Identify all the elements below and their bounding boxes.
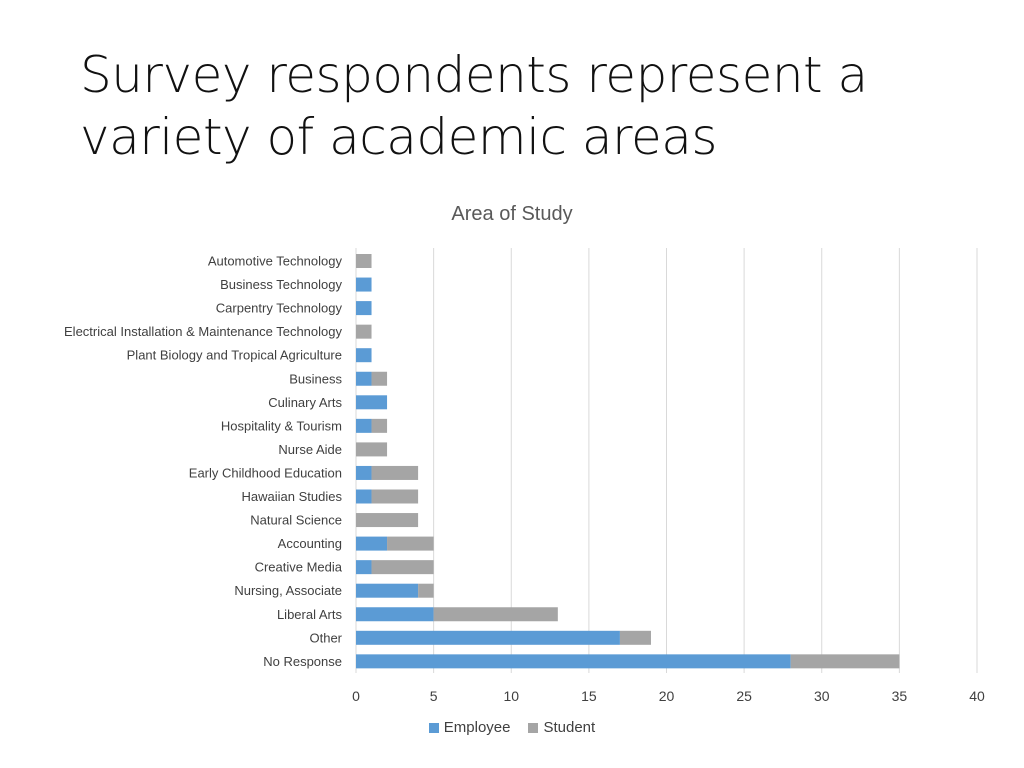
bar-employee (356, 395, 388, 410)
x-tick-label: 0 (352, 688, 360, 704)
bar-employee (356, 348, 372, 363)
category-label: Business (289, 371, 342, 386)
bar-student (356, 254, 372, 268)
bar-student (387, 536, 434, 551)
bar-employee (356, 418, 372, 433)
category-label: Hospitality & Tourism (221, 418, 342, 433)
bar-student (619, 630, 651, 645)
legend-swatch-employee (428, 722, 439, 733)
bar-employee (356, 583, 419, 598)
legend-swatch-student (528, 722, 539, 733)
bar-employee (356, 465, 372, 480)
bar-student (371, 465, 419, 480)
x-tick-label: 20 (659, 688, 675, 704)
bar-student (790, 654, 900, 669)
bar-student (371, 418, 388, 433)
legend: Employee Student (0, 719, 1024, 736)
x-tick-label: 40 (969, 688, 985, 704)
slide-title: Survey respondents represent a variety o… (80, 46, 868, 166)
bar-student (418, 583, 434, 598)
category-labels: Automotive Technology Business Technology… (64, 254, 343, 669)
category-label: Other (309, 630, 342, 645)
category-label: Plant Biology and Tropical Agriculture (127, 348, 342, 363)
category-label: Natural Science (250, 513, 342, 528)
legend-item-employee: Employee (428, 719, 511, 736)
category-label: Culinary Arts (268, 395, 342, 410)
legend-label-employee: Employee (443, 719, 511, 736)
x-tick-label: 5 (430, 688, 438, 704)
category-label: Carpentry Technology (216, 301, 343, 316)
chart-title: Area of Study (451, 203, 573, 225)
category-label: Automotive Technology (208, 254, 343, 269)
x-tick-label: 10 (503, 688, 519, 704)
x-tick-label: 30 (814, 688, 830, 704)
gridlines (355, 248, 978, 673)
bar-employee (356, 277, 372, 292)
x-tick-label: 25 (736, 688, 752, 704)
category-label: Hawaiian Studies (242, 489, 343, 504)
x-tick-label: 15 (581, 688, 597, 704)
bar-employee (356, 371, 372, 386)
legend-item-student: Student (528, 719, 595, 736)
category-label: Electrical Installation & Maintenance Te… (64, 324, 342, 339)
category-label: Creative Media (255, 560, 343, 575)
category-label: Early Childhood Education (189, 465, 342, 480)
bar-student (371, 560, 434, 575)
bar-employee (356, 301, 372, 316)
bar-student (371, 489, 419, 504)
bar-student (356, 442, 388, 457)
bar-student (371, 371, 388, 386)
bar-employee (356, 607, 434, 622)
category-label: Nursing, Associate (234, 583, 342, 598)
x-tick-labels: 0 5 10 15 20 25 30 35 40 (352, 688, 985, 704)
bar-employee (356, 536, 388, 551)
bars (356, 254, 900, 669)
category-label: Accounting (278, 536, 342, 551)
bar-employee (356, 489, 372, 504)
bar-student (433, 607, 558, 622)
bar-student (356, 513, 419, 528)
legend-label-student: Student (543, 719, 596, 736)
category-label: Business Technology (220, 277, 342, 292)
bar-student (356, 324, 372, 339)
category-label: Nurse Aide (278, 442, 342, 457)
category-label: Liberal Arts (277, 607, 343, 622)
bar-employee (356, 560, 372, 575)
x-tick-label: 35 (892, 688, 908, 704)
bar-employee (356, 654, 791, 669)
category-label: No Response (263, 654, 342, 669)
bar-employee (356, 630, 620, 645)
